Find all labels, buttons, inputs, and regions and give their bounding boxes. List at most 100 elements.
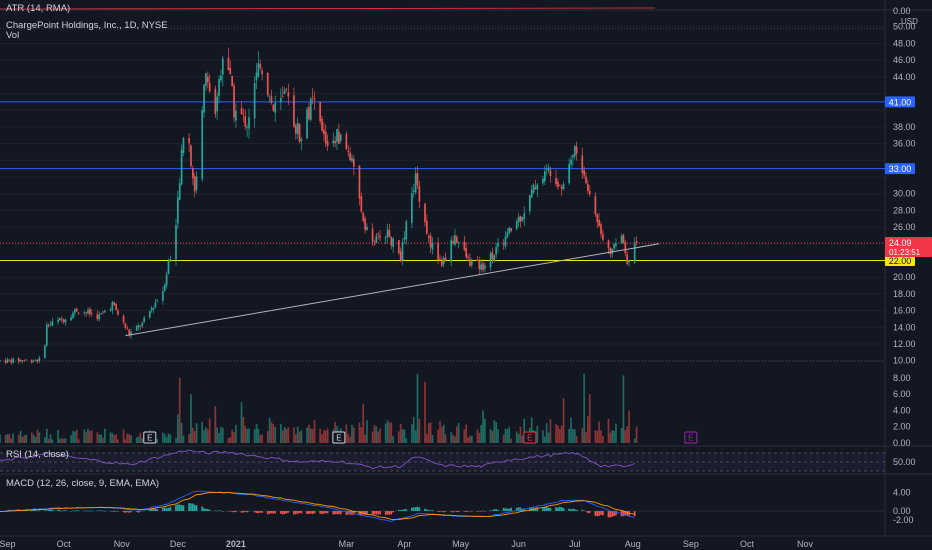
macd-line [0,490,635,523]
macd-histogram-bar [124,511,127,513]
volume-spike [240,402,243,443]
candle-body [405,221,408,240]
time-axis: Sep Oct Nov Dec 2021 Mar Apr May Jun Jul Aug Sep Oct… [0,539,814,549]
macd-histogram-bar [339,511,342,515]
macd-histogram-bar [139,511,142,512]
macd-histogram-bar [90,511,93,512]
volume-bar [480,424,483,443]
candle-body [229,67,232,75]
macd-histogram-bar [426,509,428,511]
candle-body [557,181,559,188]
candle-body [573,145,576,157]
candle-body [47,325,50,327]
volume-bar [23,435,26,443]
volume-bar [62,439,65,443]
macd-label: MACD (12, 26, close, 9, EMA, EMA) [6,478,160,489]
volume-bar [281,430,284,443]
candle-body [89,309,91,315]
macd-histogram-bar [300,511,303,514]
candle-body [44,345,46,358]
level-tag [885,96,915,108]
level-tag [885,163,915,175]
macd-histogram-bar [296,511,299,514]
volume-bar [12,433,14,443]
macd-histogram-bar [442,511,445,513]
candle-body [373,243,376,245]
volume-spike [214,406,217,443]
volume-spike [416,373,419,443]
macd-histogram-bar [89,510,91,511]
candle-body [281,96,284,98]
candle-body [366,226,368,230]
macd-histogram-bar [313,511,316,514]
macd-histogram-bar [371,511,374,515]
volume-bar [358,422,361,443]
candle-body [309,98,312,120]
candle-body [332,140,335,144]
volume-bar [44,437,46,443]
volume-bar [10,438,13,443]
macd-histogram-bar [113,511,116,512]
macd-histogram-bar [358,511,361,516]
candle-body [585,176,587,184]
volume-bar [137,436,140,443]
macd-histogram-bar [206,509,209,511]
macd-histogram-bar [38,510,41,511]
volume-bar [156,439,159,443]
candle-body [154,302,157,307]
candle-body [403,237,406,240]
volume-bar [427,423,430,443]
candle-body [598,219,600,226]
volume-bar [371,431,374,443]
candle-body [351,157,353,162]
macd-histogram-bar [128,511,131,513]
macd-histogram-bar [272,511,275,514]
macd-histogram-bar [57,509,59,511]
macd-histogram-bar [154,508,157,511]
candle-body [572,155,574,158]
time-tick-label: Jun [511,539,526,549]
candle-body [414,173,417,193]
volume-bar [321,434,323,443]
candle-body [319,101,321,122]
candle-body [489,253,492,268]
volume-bar [375,426,378,443]
volume-bar [182,435,185,443]
candle-body [242,114,245,116]
volume-bar [218,432,220,443]
candle-body [311,96,314,98]
level-label: 41.00 [889,97,912,107]
candle-body [64,319,67,323]
macd-histogram-bar [231,511,234,512]
macd-histogram-bar [214,510,217,512]
macd-histogram-bar [85,510,87,511]
macd-histogram-bar [30,510,33,511]
candle-body [345,134,348,150]
candle-body [233,85,235,118]
candle-body [510,228,512,232]
volume-bar [57,429,59,443]
time-tick-label: Sep [0,539,15,549]
time-tick-label: Sep [683,539,699,549]
macd-histogram-bar [429,510,432,511]
volume-bar [6,434,9,443]
volume-bar [429,422,432,443]
candle-body [62,319,65,323]
macd-histogram-bar [555,507,557,511]
volume-bar [169,434,172,443]
macd-histogram-bar [397,509,400,511]
macd-histogram-bar [403,509,406,511]
volume-bar [549,419,552,443]
candle-body [519,215,522,222]
candle-body [77,312,80,314]
trendline [125,243,660,337]
volume-bar [117,439,119,443]
candle-body [594,196,597,215]
volume-bar [244,426,247,443]
candle-body [628,260,630,263]
macd-histogram-bar [156,508,159,511]
macd-histogram-bar [508,508,511,511]
candle-body [141,322,144,326]
